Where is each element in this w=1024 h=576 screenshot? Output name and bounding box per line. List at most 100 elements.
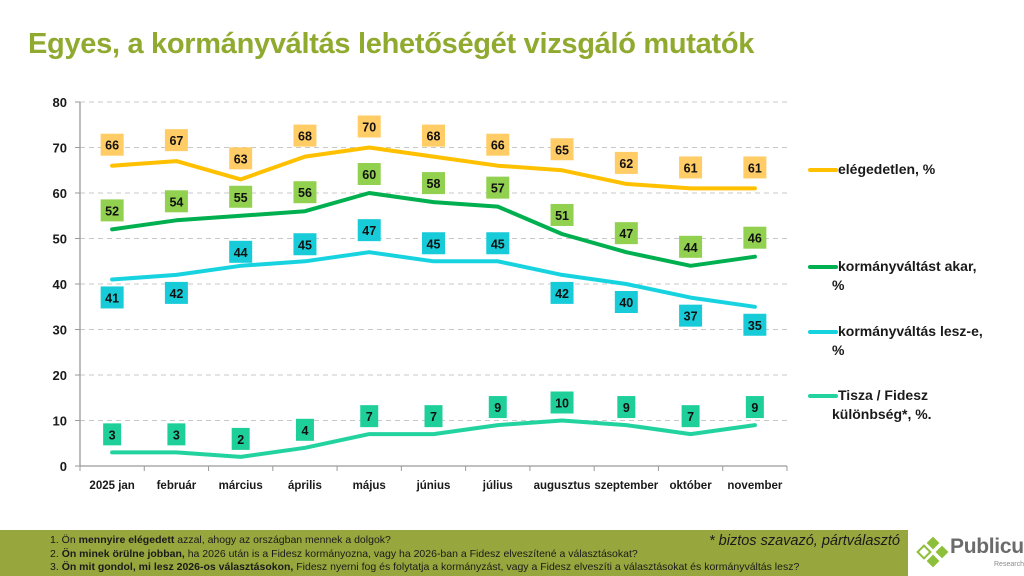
data-label-box (422, 232, 445, 255)
legend-label-line: kormányváltást akar, (838, 258, 977, 274)
data-label: 51 (555, 209, 569, 223)
y-tick-label: 40 (53, 277, 67, 292)
question-note-2: 2. Ön minek örülne jobban, ha 2026 után … (50, 548, 638, 560)
data-label: 7 (430, 410, 437, 424)
data-label-box (295, 418, 314, 441)
legend-swatch (808, 394, 838, 398)
y-tick-label: 80 (53, 95, 67, 110)
legend-label-line: Tisza / Fidesz (838, 387, 928, 403)
logo-diamond (916, 544, 932, 560)
data-label: 40 (619, 296, 633, 310)
data-label: 52 (105, 204, 119, 218)
question-note-1: 1. Ön mennyire elégedett azzal, ahogy az… (50, 534, 391, 546)
legend-swatch (808, 265, 838, 269)
data-label-box (164, 129, 188, 152)
note-2-number: 2. (50, 548, 62, 560)
data-label-box (424, 405, 443, 428)
line-chart: 0 10 20 30 40 50 60 70 80 2025 jan február március á… (53, 95, 788, 492)
data-label-box (231, 427, 250, 450)
logo-diamonds-icon (916, 536, 949, 568)
chart-title: Egyes, a kormányváltás lehetőségét vizsg… (28, 28, 755, 60)
note-3-rest: Fidesz nyerni fog és folytatja a kormány… (293, 561, 800, 573)
data-label-box (167, 423, 186, 446)
data-label: 9 (494, 401, 501, 415)
x-tick-label: július (482, 480, 513, 492)
data-label-box (614, 151, 638, 174)
logo-text: Publicus (950, 535, 1024, 558)
legend-label-line: % (832, 277, 845, 293)
data-label: 7 (366, 410, 373, 424)
logo-diamond (926, 536, 940, 550)
data-label: 66 (105, 139, 119, 153)
data-label-box (679, 156, 703, 179)
data-label-box (100, 286, 124, 309)
data-label-box (229, 185, 253, 208)
data-label: 7 (687, 410, 694, 424)
x-tick-label: június (416, 480, 451, 492)
data-label-box (103, 423, 122, 446)
logo-diamond (935, 545, 949, 559)
footnote: * biztos szavazó, pártválasztó (708, 533, 900, 549)
data-label: 4 (301, 424, 308, 438)
x-tick-label: szeptember (594, 480, 658, 492)
data-label: 46 (748, 232, 762, 246)
data-label: 68 (298, 130, 312, 144)
note-3-bold: Ön mit gondol, mi lesz 2026-os választás… (61, 561, 294, 573)
legend-label: kormányváltás lesz-e,% (832, 322, 1018, 360)
data-label-box (360, 405, 379, 428)
x-tick-label: május (353, 480, 386, 492)
x-tick-label: november (727, 480, 782, 492)
data-label: 60 (362, 168, 376, 182)
legend-label-line: különbség*, %. (832, 406, 932, 422)
data-label-box (745, 396, 764, 419)
data-label: 42 (169, 287, 183, 301)
data-label: 10 (555, 397, 569, 411)
data-label: 58 (427, 177, 441, 191)
series-line-0 (110, 145, 757, 191)
y-tick-label: 10 (53, 414, 67, 429)
data-label-box (679, 235, 703, 258)
legend-swatch (808, 168, 838, 172)
data-label: 45 (427, 237, 441, 251)
data-label-box (743, 226, 767, 249)
data-label: 68 (427, 130, 441, 144)
data-label-box (679, 304, 703, 327)
data-label-box (681, 405, 700, 428)
data-label: 47 (362, 224, 376, 238)
data-label-box (293, 124, 317, 147)
legend-label-line: % (832, 342, 845, 358)
data-label-box (422, 172, 445, 195)
data-label-box (488, 396, 507, 419)
y-tick-label: 30 (53, 323, 67, 338)
data-label-box (164, 190, 188, 213)
data-label: 61 (748, 161, 762, 175)
data-label: 57 (491, 182, 505, 196)
data-label: 62 (619, 157, 633, 171)
data-label-box (293, 181, 317, 204)
x-tick-label: április (288, 480, 322, 492)
legend-label: kormányváltást akar,% (832, 257, 1018, 295)
data-label-box (614, 222, 638, 245)
y-tick-label: 50 (53, 232, 67, 247)
legend-label-line: kormányváltás lesz-e, (838, 323, 983, 339)
x-tick-label: augusztus (534, 480, 591, 492)
x-tick-label: október (670, 480, 713, 492)
data-label-box (357, 219, 381, 242)
data-label: 54 (169, 195, 183, 209)
series-line-3 (110, 418, 757, 459)
data-label-box (229, 147, 253, 170)
data-label: 35 (748, 319, 762, 333)
data-label: 44 (684, 241, 698, 255)
note-1-number: 1. Ön (50, 534, 79, 546)
series-line-1 (110, 191, 757, 268)
y-tick-label: 70 (53, 141, 67, 156)
data-label-box (486, 176, 510, 199)
y-tick-label: 20 (53, 368, 67, 383)
data-label: 67 (169, 134, 183, 148)
data-label-box (550, 391, 574, 414)
data-label: 9 (751, 401, 758, 415)
note-2-bold: Ön minek örülne jobban, (61, 548, 185, 560)
y-tick-label: 60 (53, 186, 67, 201)
data-label: 65 (555, 143, 569, 157)
legend-label-line: elégedetlen, % (838, 161, 936, 177)
